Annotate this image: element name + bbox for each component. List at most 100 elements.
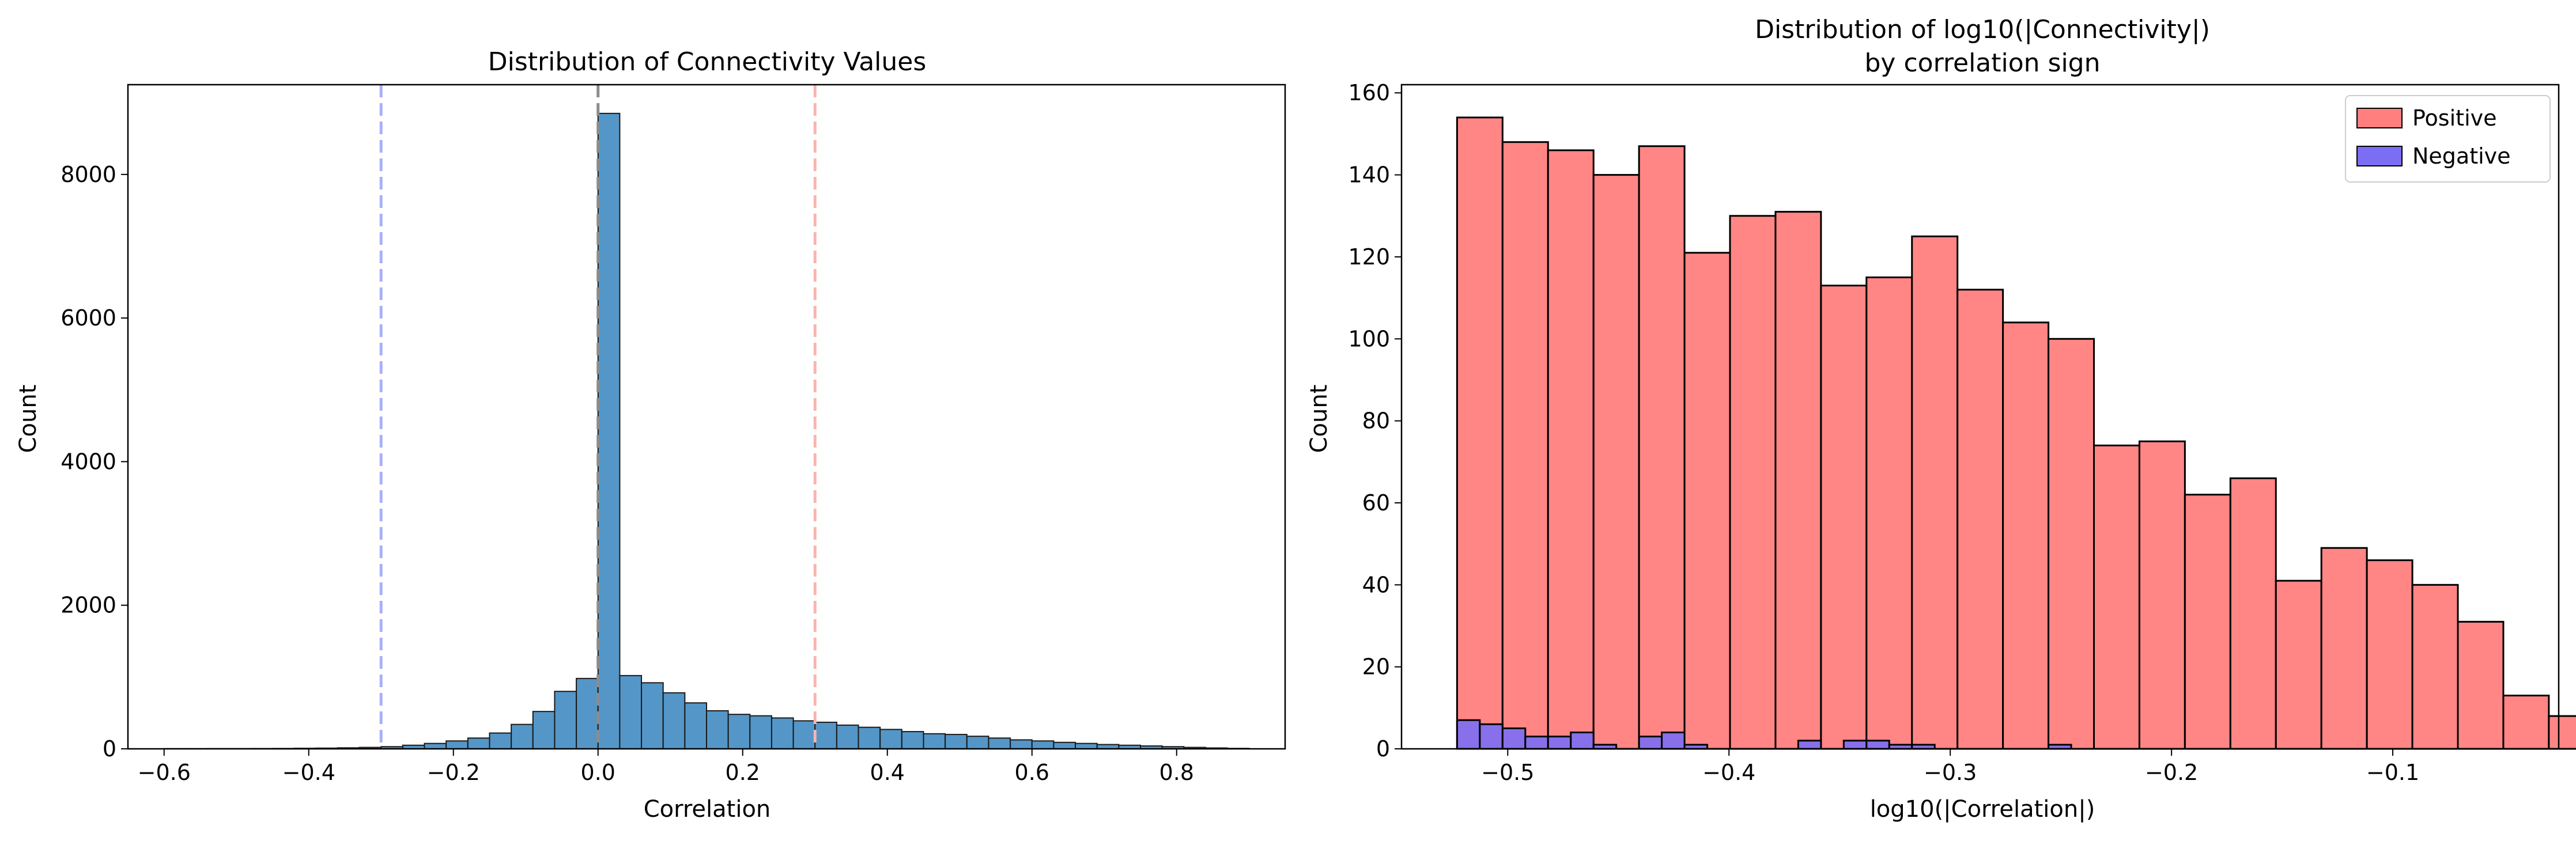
histogram-bar-positive [1956, 289, 2004, 750]
histogram-bar [641, 682, 664, 749]
x-tick-label: −0.4 [282, 760, 335, 785]
histogram-bar [1053, 741, 1077, 749]
y-tick-label: 4000 [61, 449, 116, 474]
histogram-bar-positive [2548, 715, 2576, 750]
histogram-bar-positive [2002, 321, 2050, 750]
histogram-bar-positive [1774, 211, 1822, 750]
histogram-bar [792, 720, 816, 750]
x-tick-label: 0.4 [870, 760, 905, 785]
histogram-bar [1031, 740, 1055, 750]
histogram-bar [901, 731, 924, 750]
histogram-bar-positive [2411, 584, 2459, 750]
x-axis-label: log10(|Correlation|) [1870, 796, 2095, 823]
legend-label-positive: Positive [2412, 105, 2497, 131]
histogram-bar [706, 710, 729, 749]
histogram-bar [424, 742, 447, 750]
histogram-bar-positive [1820, 285, 1868, 750]
x-tick-label: −0.3 [1924, 760, 1977, 785]
histogram-bar-positive [1456, 116, 1504, 750]
y-tick-label: 2000 [61, 593, 116, 618]
histogram-bar-negative [1479, 723, 1504, 750]
axes-frame [127, 84, 1286, 750]
histogram-connectivity-panel: Distribution of Connectivity Values −0.6… [15, 47, 1286, 823]
histogram-bar [858, 726, 881, 749]
x-tick-label: 0.6 [1015, 760, 1049, 785]
histogram-bar-negative [1842, 740, 1868, 750]
x-tick-label: 0.2 [726, 760, 760, 785]
histogram-bar [554, 691, 577, 750]
x-tick-label: −0.6 [138, 760, 191, 785]
y-tick-label: 0 [103, 736, 116, 762]
plot-area: −0.5 −0.4 −0.3 −0.2 −0.1 0 20 40 60 80 100 120 140 16… [1348, 80, 2576, 785]
histogram-bar-positive [2184, 494, 2231, 750]
histogram-bar-positive [2048, 338, 2095, 750]
histogram-bar [988, 737, 1011, 750]
legend: Positive Negative [2345, 95, 2551, 183]
x-tick-label: −0.2 [2145, 760, 2198, 785]
histogram-bar-positive [2138, 440, 2186, 750]
plot-area: −0.6 −0.4 −0.2 0.0 0.2 0.4 0.6 0.8 0 2000 4000 6000… [61, 84, 1286, 785]
histogram-bar [532, 711, 556, 750]
axes-frame [1400, 84, 2560, 750]
histogram-log-connectivity-panel: Distribution of log10(|Connectivity|) by… [1306, 15, 2576, 823]
histogram-bar [749, 715, 772, 749]
x-tick-label: −0.2 [427, 760, 480, 785]
histogram-bar [836, 724, 859, 750]
histogram-bar-positive [2457, 620, 2505, 750]
histogram-bar-positive [2092, 444, 2140, 750]
y-tick-label: 160 [1348, 80, 1390, 105]
histogram-bar [966, 736, 989, 750]
histogram-bar [770, 717, 794, 750]
histogram-bar [662, 692, 686, 749]
histogram-bar [467, 737, 490, 750]
y-tick-label: 80 [1362, 408, 1390, 434]
x-axis-label: Correlation [644, 796, 771, 823]
histogram-bar-positive [1592, 174, 1640, 750]
y-tick-label: 6000 [61, 305, 116, 331]
histogram-bar-positive [1501, 141, 1549, 750]
histogram-bar-positive [1547, 149, 1595, 750]
histogram-bar-negative [1797, 740, 1822, 750]
x-tick-label: −0.5 [1481, 760, 1534, 785]
x-tick-label: 0.8 [1159, 760, 1194, 785]
histogram-bar-positive [1729, 215, 1777, 750]
x-tick-label: −0.4 [1702, 760, 1755, 785]
histogram-bar [879, 729, 902, 749]
histogram-bar [1075, 742, 1098, 750]
histogram-bar [727, 714, 751, 750]
histogram-bar-negative [1524, 736, 1549, 750]
histogram-bar-negative [1638, 736, 1663, 750]
histogram-bar [923, 733, 946, 749]
histogram-bar [814, 721, 837, 750]
histogram-bar-negative [1661, 732, 1686, 750]
histogram-bar [511, 723, 534, 750]
y-tick-label: 60 [1362, 490, 1390, 516]
histogram-bar-negative [1456, 719, 1481, 750]
histogram-bar-positive [1865, 276, 1913, 750]
y-axis-label: Count [1306, 385, 1332, 453]
y-tick-label: 20 [1362, 654, 1390, 680]
histogram-bar-positive [2502, 694, 2550, 750]
histogram-bar [576, 677, 599, 750]
histogram-bar-negative [1570, 732, 1595, 750]
legend-swatch-positive [2356, 108, 2403, 128]
x-tick-label: −0.1 [2366, 760, 2419, 785]
y-tick-label: 0 [1376, 736, 1390, 762]
histogram-bar-negative [1501, 727, 1527, 750]
histogram-bar [445, 740, 469, 750]
histogram-bar-positive [2275, 579, 2322, 750]
histogram-bar-positive [2366, 559, 2413, 750]
histogram-bar-positive [2320, 547, 2368, 750]
chart-subtitle: by correlation sign [1865, 48, 2101, 78]
histogram-bar [597, 112, 621, 749]
histogram-bar-positive [1911, 235, 1959, 750]
y-tick-label: 8000 [61, 162, 116, 187]
y-tick-label: 100 [1348, 326, 1390, 351]
histogram-bar-negative [1865, 740, 1890, 750]
histogram-bar-negative [1547, 736, 1572, 750]
y-tick-label: 140 [1348, 162, 1390, 188]
histogram-bar-positive [2229, 477, 2277, 750]
y-tick-label: 120 [1348, 244, 1390, 270]
x-tick-label: 0.0 [581, 760, 615, 785]
chart-title: Distribution of log10(|Connectivity|) [1755, 15, 2210, 44]
